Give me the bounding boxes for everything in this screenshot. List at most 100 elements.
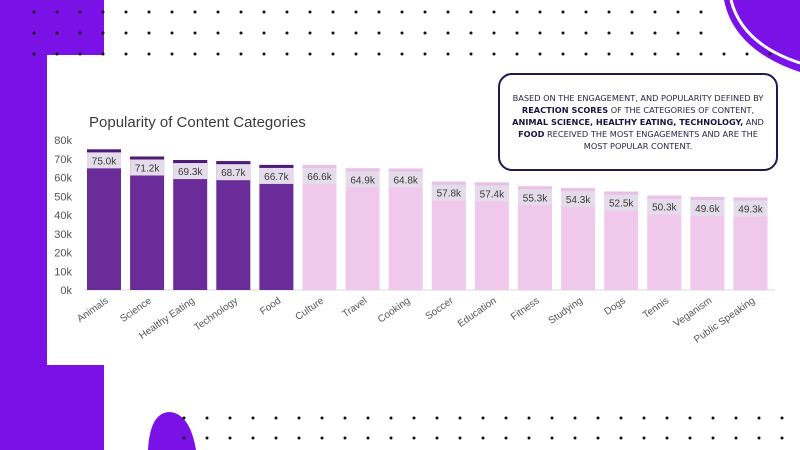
- bar-tennis: 50.3k: [647, 195, 682, 290]
- insight-text-part: RECEIVED THE MOST ENGAGEMENTS AND ARE TH…: [544, 129, 758, 151]
- decor-dot: [607, 10, 611, 14]
- x-tick-label: Tennis: [641, 295, 671, 321]
- decor-dot: [515, 31, 519, 35]
- decor-dot: [561, 31, 565, 35]
- bar-cap: [647, 195, 682, 199]
- decor-dot: [193, 10, 197, 14]
- decor-dot: [147, 31, 151, 35]
- decor-dot: [630, 52, 634, 56]
- decor-dot: [101, 31, 105, 35]
- decor-dot: [688, 416, 692, 420]
- decor-dot: [377, 52, 381, 56]
- decor-dot: [446, 52, 450, 56]
- x-tick-label: Studying: [547, 295, 585, 326]
- decor-dot: [469, 31, 473, 35]
- bar-veganism: 49.6k: [690, 197, 725, 290]
- data-label: 68.7k: [221, 168, 246, 179]
- data-label-band: [87, 152, 121, 169]
- decor-dot: [757, 416, 761, 420]
- decor-dot: [216, 31, 220, 35]
- decor-dot: [320, 436, 324, 440]
- decor-dot: [308, 10, 312, 14]
- data-label: 75.0k: [92, 156, 117, 167]
- data-label: 55.3k: [523, 193, 548, 204]
- decor-dot: [504, 416, 508, 420]
- data-label: 66.6k: [307, 172, 332, 183]
- decor-dot: [412, 416, 416, 420]
- decor-dot: [343, 436, 347, 440]
- bar-cap: [87, 149, 121, 153]
- decor-dot: [285, 10, 289, 14]
- insight-bold-food: FOOD: [518, 129, 545, 139]
- decor-dot: [147, 52, 151, 56]
- x-tick-label: Travel: [341, 295, 370, 320]
- decor-dot: [366, 436, 370, 440]
- data-label: 52.5k: [609, 199, 634, 210]
- decor-dot: [78, 10, 82, 14]
- data-label: 64.9k: [350, 175, 375, 186]
- bar-culture: 66.6k: [302, 165, 337, 290]
- decor-dot: [170, 52, 174, 56]
- bar-cap: [345, 168, 380, 172]
- bar-body: [87, 149, 121, 290]
- data-label: 54.3k: [566, 195, 591, 206]
- decor-dot: [331, 10, 335, 14]
- decor-dot: [573, 416, 577, 420]
- bar-science: 71.2k: [130, 156, 165, 290]
- decor-dot: [147, 10, 151, 14]
- y-tick-label: 40k: [54, 210, 72, 222]
- decor-dot: [423, 10, 427, 14]
- bar-animals: 75.0k: [87, 149, 121, 290]
- decor-dot: [446, 31, 450, 35]
- chart-title: Popularity of Content Categories: [89, 114, 306, 131]
- decor-dot: [527, 436, 531, 440]
- data-label-band: [518, 189, 552, 206]
- data-label-band: [130, 159, 165, 176]
- bar-body: [130, 156, 165, 290]
- data-label-band: [259, 167, 294, 184]
- decor-dot: [699, 52, 703, 56]
- decor-dot: [400, 31, 404, 35]
- bar-cap: [431, 181, 466, 185]
- decor-dot: [32, 10, 36, 14]
- bar-body: [345, 168, 380, 290]
- decor-dot: [354, 10, 358, 14]
- decor-dot: [389, 416, 393, 420]
- decor-dot: [285, 31, 289, 35]
- decor-dot: [285, 52, 289, 56]
- data-label: 49.3k: [738, 205, 763, 216]
- decor-dot: [216, 52, 220, 56]
- decor-dot: [274, 416, 278, 420]
- decor-dot: [722, 52, 726, 56]
- decor-dot: [274, 436, 278, 440]
- decor-dot: [423, 31, 427, 35]
- decor-dot: [101, 52, 105, 56]
- bar-cap: [733, 197, 768, 201]
- data-label: 66.7k: [264, 172, 289, 183]
- decor-dot: [101, 10, 105, 14]
- data-label-band: [690, 200, 725, 216]
- bar-cap: [604, 191, 639, 195]
- dot-grid-decoration: [32, 10, 784, 440]
- bar-body: [173, 160, 208, 290]
- decor-dot: [607, 52, 611, 56]
- decor-dot: [124, 10, 128, 14]
- bar-cap: [561, 188, 596, 192]
- y-tick-label: 50k: [54, 191, 72, 203]
- data-label-band: [604, 194, 639, 211]
- decor-dot: [527, 416, 531, 420]
- decor-dot: [469, 10, 473, 14]
- x-tick-label: Education: [456, 295, 499, 330]
- decor-dot: [699, 10, 703, 14]
- data-label-band: [345, 171, 380, 188]
- x-tick-label: Fitness: [509, 295, 542, 322]
- decor-dot: [78, 52, 82, 56]
- decor-dot: [308, 31, 312, 35]
- decor-dot: [619, 436, 623, 440]
- data-label: 71.2k: [135, 164, 160, 175]
- decor-dot: [573, 436, 577, 440]
- bar-food: 66.7k: [259, 164, 294, 290]
- bar-healthy-eating: 69.3k: [173, 160, 208, 290]
- decor-dot: [400, 52, 404, 56]
